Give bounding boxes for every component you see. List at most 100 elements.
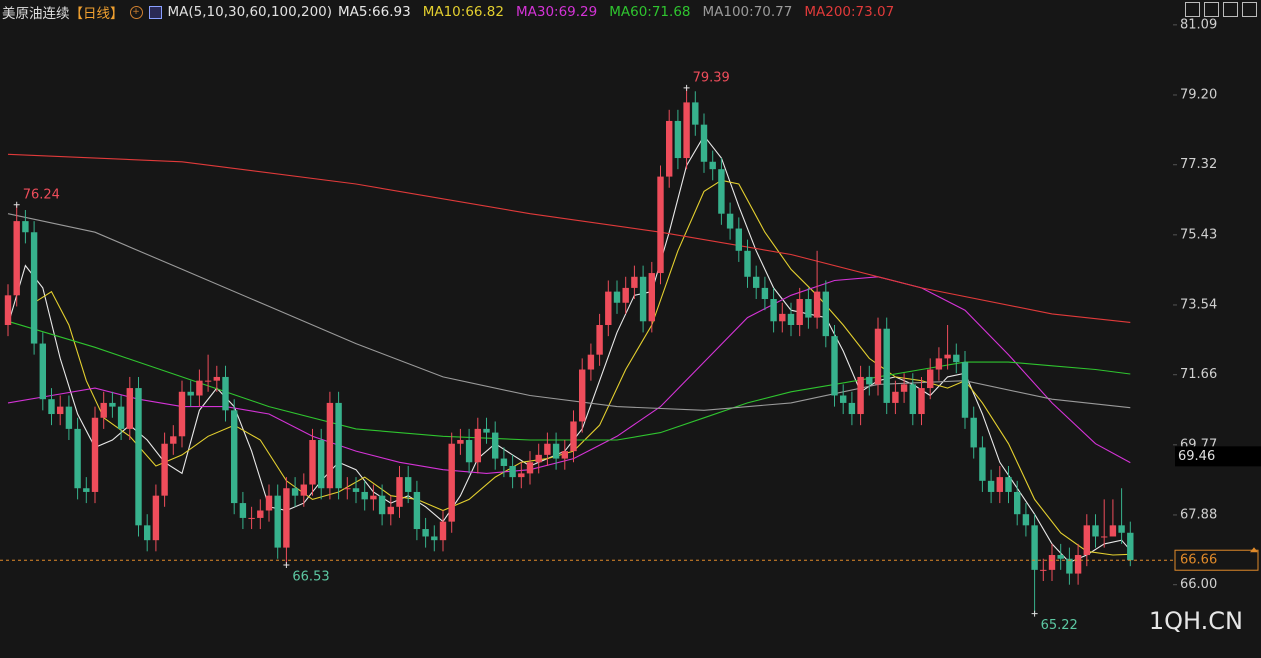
candle-body — [48, 399, 55, 415]
y-tick-label: 73.54 — [1180, 297, 1217, 312]
candle-body — [178, 391, 186, 437]
toolbar — [1185, 2, 1257, 17]
candle-body — [1101, 536, 1108, 538]
candle-body — [318, 440, 325, 489]
candle-body — [291, 488, 299, 496]
candle-body — [257, 510, 264, 518]
tool-button[interactable] — [1185, 2, 1200, 17]
candle-body — [605, 291, 612, 325]
ma-line — [33, 179, 1131, 556]
candle-body — [996, 477, 1003, 492]
tool-button[interactable] — [1204, 2, 1219, 17]
candle-body — [483, 428, 490, 433]
legend-entry[interactable]: MA10:66.82 — [422, 4, 504, 20]
header: 美原油连续 【日线】 + MA(5,10,30,60,100,200) MA5:… — [2, 2, 894, 22]
ma-line — [7, 213, 1131, 411]
candle-body — [639, 276, 647, 322]
candle-body — [91, 417, 99, 492]
y-tick-label: 71.66 — [1180, 367, 1217, 382]
candle-body — [657, 176, 664, 274]
last-price-arrow — [1250, 547, 1258, 553]
candle-body — [326, 402, 334, 489]
candle-body — [770, 299, 777, 322]
candle-body — [352, 488, 360, 492]
legend-entry[interactable]: MA100:70.77 — [702, 4, 793, 20]
candle-body — [213, 376, 220, 381]
candle-body — [857, 376, 864, 415]
candle-body — [866, 376, 873, 385]
tool-button[interactable] — [1242, 2, 1257, 17]
candle-body — [909, 384, 916, 415]
y-tick-label: 75.43 — [1180, 227, 1217, 242]
legend-entry[interactable]: MA30:69.29 — [515, 4, 598, 20]
legend-entry[interactable]: MA200:73.07 — [804, 4, 895, 20]
candle-body — [822, 291, 829, 337]
candle-body — [135, 388, 142, 526]
ma-line — [7, 320, 1131, 441]
candle-body — [1040, 569, 1047, 571]
candle-body — [840, 395, 847, 403]
candle-body — [613, 291, 621, 303]
candle-body — [874, 328, 882, 385]
candle-body — [196, 380, 203, 396]
candle-body — [387, 506, 394, 515]
legend-entry[interactable]: MA60:71.68 — [609, 4, 691, 20]
candle-body — [413, 491, 421, 530]
candle-body — [126, 388, 133, 429]
last-price-label: 66.66 — [1180, 553, 1217, 568]
candle-body — [1083, 525, 1090, 556]
candle-body — [1109, 525, 1117, 537]
candle-body — [805, 299, 812, 318]
candle-body — [361, 491, 368, 500]
candle-body — [431, 536, 438, 541]
candle-body — [1092, 525, 1099, 537]
indicator-icon[interactable] — [148, 5, 162, 19]
candle-body — [1118, 525, 1125, 533]
y-tick-label: 67.88 — [1180, 507, 1217, 522]
candle-body — [465, 440, 473, 463]
period[interactable]: 【日线】 — [69, 6, 124, 22]
candle-body — [779, 313, 786, 322]
candle-body — [692, 102, 699, 125]
candle-body — [709, 161, 716, 170]
candle-body — [439, 521, 447, 541]
extreme-label: 76.24 — [23, 187, 60, 202]
candle-body — [74, 428, 81, 489]
candle-body — [170, 436, 177, 444]
candle-body — [344, 488, 351, 490]
marker-price-label: 69.46 — [1178, 449, 1215, 464]
candle-body — [831, 336, 838, 396]
candle-body — [405, 477, 412, 492]
candle-body — [378, 495, 386, 515]
candle-body — [422, 529, 429, 537]
add-icon[interactable]: + — [129, 5, 143, 19]
candle-body — [283, 488, 290, 548]
indicator[interactable]: MA(5,10,30,60,100,200) — [167, 4, 333, 20]
candle-body — [700, 124, 708, 162]
candle-body — [152, 495, 160, 541]
tool-button[interactable] — [1223, 2, 1238, 17]
candle-body — [161, 443, 168, 496]
y-tick-label: 66.00 — [1180, 577, 1217, 592]
candle-body — [944, 354, 951, 359]
candle-body — [683, 102, 690, 159]
candle-body — [474, 428, 481, 463]
candle-body — [4, 295, 12, 325]
candle-body — [1127, 532, 1134, 561]
marker-price-box — [1175, 446, 1261, 467]
candle-body — [735, 228, 742, 251]
extreme-marker — [1031, 610, 1038, 617]
legend-entry[interactable]: MA5:66.93 — [338, 4, 411, 20]
candle-body — [587, 354, 595, 370]
candle-body — [970, 417, 977, 448]
candle-body — [1074, 555, 1082, 574]
candle-body — [552, 443, 560, 459]
candle-body — [492, 432, 499, 459]
candle-body — [396, 477, 403, 507]
candle-body — [204, 380, 212, 382]
candle-body — [57, 406, 64, 415]
candle-body — [596, 325, 603, 355]
candle-body — [761, 287, 769, 300]
candle-body — [335, 402, 342, 489]
